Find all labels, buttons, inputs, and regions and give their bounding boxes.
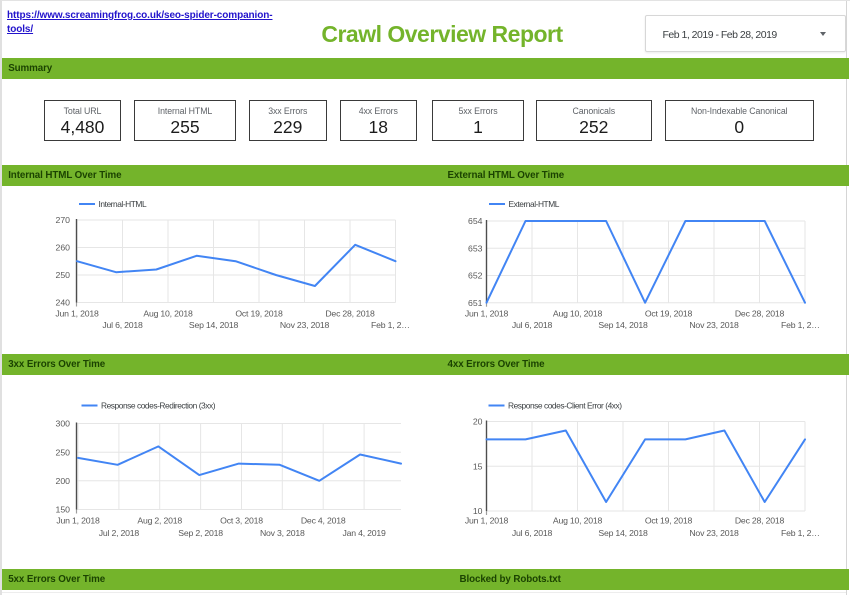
- svg-text:Jul 6, 2018: Jul 6, 2018: [512, 528, 553, 538]
- svg-text:260: 260: [56, 243, 71, 253]
- svg-text:653: 653: [468, 243, 483, 253]
- svg-text:240: 240: [56, 298, 71, 308]
- svg-text:Sep 14, 2018: Sep 14, 2018: [598, 528, 648, 538]
- svg-text:270: 270: [56, 215, 71, 225]
- svg-text:Aug 10, 2018: Aug 10, 2018: [553, 309, 603, 319]
- svg-text:External-HTML: External-HTML: [509, 199, 560, 209]
- svg-text:Nov 23, 2018: Nov 23, 2018: [689, 528, 739, 538]
- svg-text:10: 10: [473, 506, 483, 516]
- svg-text:Feb 1, 2…: Feb 1, 2…: [371, 320, 410, 330]
- svg-text:Jul 2, 2018: Jul 2, 2018: [99, 528, 140, 538]
- svg-text:Jun 1, 2018: Jun 1, 2018: [56, 516, 100, 526]
- svg-text:250: 250: [56, 447, 71, 457]
- svg-text:Jan 4, 2019: Jan 4, 2019: [342, 528, 386, 538]
- svg-text:20: 20: [473, 417, 483, 427]
- svg-text:150: 150: [56, 505, 71, 515]
- svg-text:Oct 19, 2018: Oct 19, 2018: [645, 516, 693, 526]
- svg-text:Nov 3, 2018: Nov 3, 2018: [260, 528, 305, 538]
- svg-text:Internal-HTML: Internal-HTML: [99, 199, 147, 209]
- svg-text:Dec 28, 2018: Dec 28, 2018: [735, 516, 785, 526]
- svg-text:Jun 1, 2018: Jun 1, 2018: [55, 309, 99, 319]
- svg-text:250: 250: [56, 270, 71, 280]
- svg-text:Sep 14, 2018: Sep 14, 2018: [598, 320, 648, 330]
- svg-text:Aug 2, 2018: Aug 2, 2018: [137, 516, 182, 526]
- svg-text:Feb 1, 2…: Feb 1, 2…: [781, 320, 820, 330]
- svg-text:652: 652: [468, 271, 483, 281]
- svg-text:Aug 10, 2018: Aug 10, 2018: [143, 309, 193, 319]
- svg-text:Sep 2, 2018: Sep 2, 2018: [178, 528, 223, 538]
- svg-text:654: 654: [468, 216, 483, 226]
- svg-text:Nov 23, 2018: Nov 23, 2018: [689, 320, 739, 330]
- svg-text:Feb 1, 2…: Feb 1, 2…: [781, 528, 820, 538]
- svg-text:Response codes-Redirection (3x: Response codes-Redirection (3xx): [101, 401, 216, 411]
- svg-text:Dec 28, 2018: Dec 28, 2018: [325, 309, 375, 319]
- svg-text:Dec 4, 2018: Dec 4, 2018: [301, 516, 346, 526]
- svg-text:Jul 6, 2018: Jul 6, 2018: [102, 320, 143, 330]
- svg-text:Aug 10, 2018: Aug 10, 2018: [553, 516, 603, 526]
- svg-text:Dec 28, 2018: Dec 28, 2018: [735, 309, 785, 319]
- svg-text:651: 651: [468, 298, 483, 308]
- svg-text:Jul 6, 2018: Jul 6, 2018: [512, 320, 553, 330]
- svg-text:200: 200: [56, 476, 71, 486]
- svg-text:Response codes-Client Error (4: Response codes-Client Error (4xx): [508, 401, 622, 411]
- svg-text:Nov 23, 2018: Nov 23, 2018: [280, 320, 330, 330]
- svg-text:Jun 1, 2018: Jun 1, 2018: [465, 516, 509, 526]
- svg-text:Oct 19, 2018: Oct 19, 2018: [235, 309, 283, 319]
- svg-text:Oct 3, 2018: Oct 3, 2018: [220, 516, 263, 526]
- svg-text:Sep 14, 2018: Sep 14, 2018: [189, 320, 239, 330]
- svg-text:Jun 1, 2018: Jun 1, 2018: [465, 309, 509, 319]
- svg-text:15: 15: [473, 462, 483, 472]
- svg-text:Oct 19, 2018: Oct 19, 2018: [645, 309, 693, 319]
- svg-text:300: 300: [56, 419, 71, 429]
